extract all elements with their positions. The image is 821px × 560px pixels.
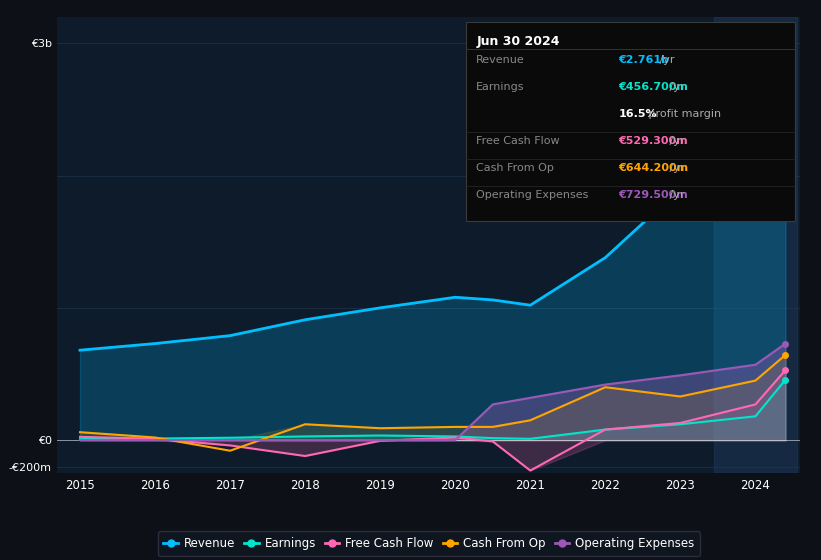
Text: Free Cash Flow: Free Cash Flow [476, 136, 560, 146]
Text: 16.5%: 16.5% [618, 109, 657, 119]
Text: Operating Expenses: Operating Expenses [476, 190, 589, 200]
Text: /yr: /yr [655, 55, 674, 66]
Text: €456.700m: €456.700m [618, 82, 688, 92]
Text: Cash From Op: Cash From Op [476, 163, 554, 173]
Text: /yr: /yr [666, 163, 685, 173]
Text: €529.300m: €529.300m [618, 136, 688, 146]
Text: /yr: /yr [666, 82, 685, 92]
Legend: Revenue, Earnings, Free Cash Flow, Cash From Op, Operating Expenses: Revenue, Earnings, Free Cash Flow, Cash … [158, 531, 700, 556]
Text: Jun 30 2024: Jun 30 2024 [476, 35, 560, 48]
Bar [714, 17, 796, 473]
Text: Earnings: Earnings [476, 82, 525, 92]
Text: /yr: /yr [666, 136, 685, 146]
Text: /yr: /yr [666, 190, 685, 200]
Text: €729.500m: €729.500m [618, 190, 688, 200]
Text: €644.200m: €644.200m [618, 163, 688, 173]
Text: Revenue: Revenue [476, 55, 525, 66]
Text: €2.761b: €2.761b [618, 55, 669, 66]
Text: profit margin: profit margin [645, 109, 721, 119]
